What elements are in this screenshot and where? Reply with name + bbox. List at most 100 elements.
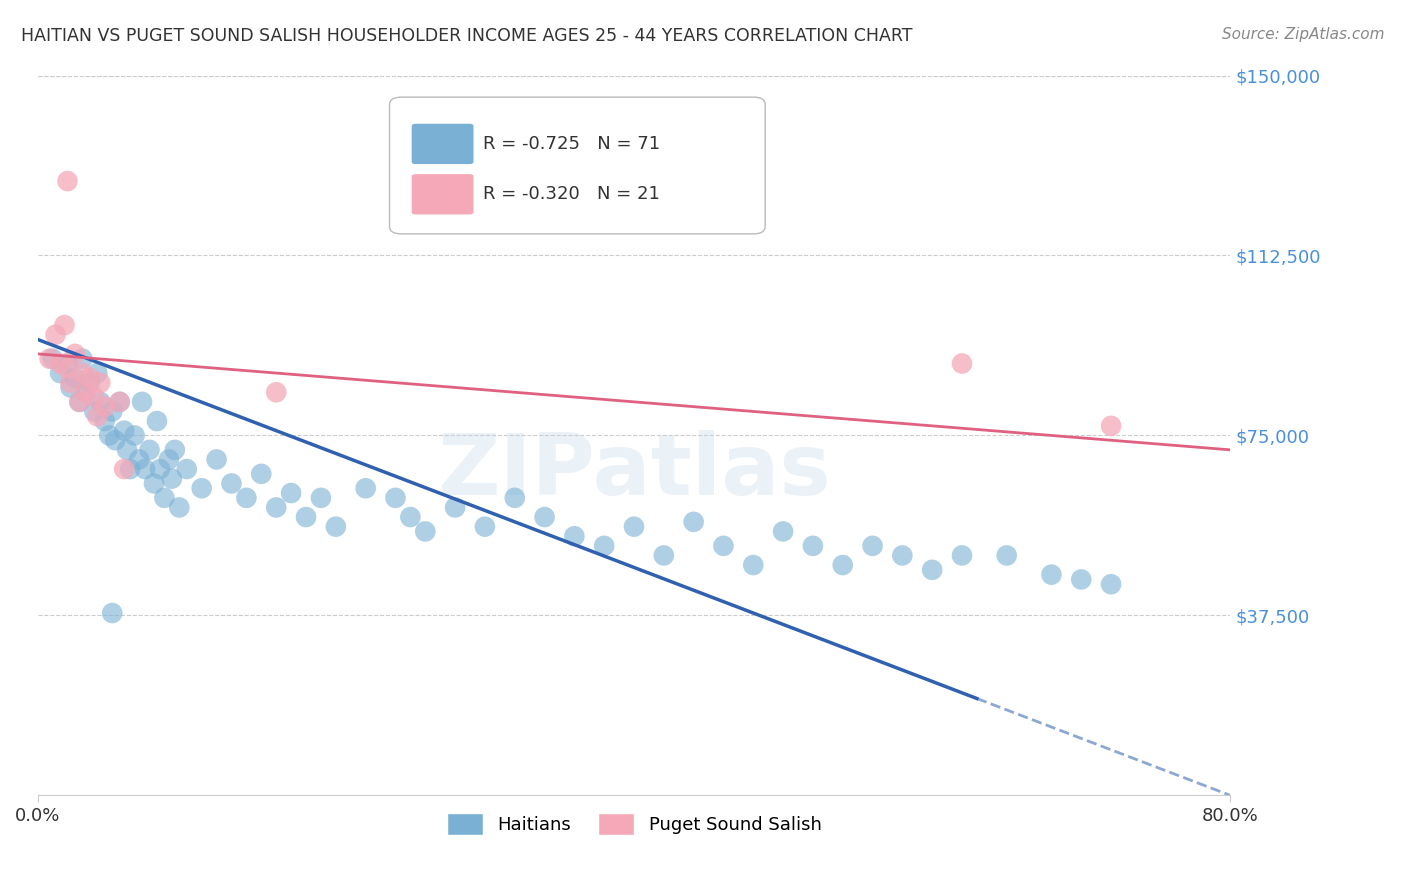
Point [79, 376, 101, 390]
Point [143, 476, 166, 491]
Text: R = -0.725   N = 71: R = -0.725 N = 71 [482, 135, 659, 153]
Point [101, 404, 124, 418]
Point [995, 549, 1018, 563]
Point [56, 174, 79, 188]
Point [75, 385, 97, 400]
Point [153, 491, 176, 505]
Point [49, 356, 72, 370]
Point [67, 395, 90, 409]
Point [63, 371, 86, 385]
Point [413, 524, 436, 539]
Point [205, 452, 228, 467]
Point [831, 558, 853, 572]
Point [86, 409, 108, 424]
Point [128, 452, 150, 467]
Point [59, 376, 82, 390]
Point [950, 549, 973, 563]
Point [593, 539, 616, 553]
Point [134, 462, 156, 476]
Point [682, 515, 704, 529]
Point [862, 539, 884, 553]
Point [250, 467, 273, 481]
Point [801, 539, 824, 553]
Point [146, 414, 169, 428]
FancyBboxPatch shape [411, 123, 474, 165]
Point [384, 491, 406, 505]
Point [138, 442, 160, 457]
Point [503, 491, 526, 505]
Point [112, 462, 135, 476]
Point [742, 558, 765, 572]
Point [921, 563, 943, 577]
Text: HAITIAN VS PUGET SOUND SALISH HOUSEHOLDER INCOME AGES 25 - 44 YEARS CORRELATION : HAITIAN VS PUGET SOUND SALISH HOUSEHOLDE… [21, 27, 912, 45]
Point [264, 385, 287, 400]
Point [75, 385, 97, 400]
Point [157, 452, 180, 467]
Point [533, 510, 555, 524]
Point [772, 524, 794, 539]
Point [49, 366, 72, 380]
Point [94, 400, 117, 414]
Point [1040, 567, 1063, 582]
Point [56, 361, 79, 376]
Point [1070, 573, 1092, 587]
Point [176, 462, 198, 476]
Point [86, 366, 108, 380]
Point [950, 356, 973, 370]
FancyBboxPatch shape [389, 97, 765, 234]
Point [149, 462, 172, 476]
Point [45, 327, 67, 342]
Point [652, 549, 675, 563]
Point [891, 549, 914, 563]
Point [280, 486, 302, 500]
Point [221, 476, 243, 491]
Point [169, 500, 191, 515]
Point [67, 395, 90, 409]
FancyBboxPatch shape [411, 173, 474, 215]
Point [115, 442, 138, 457]
Point [160, 472, 183, 486]
Point [38, 351, 60, 366]
Point [83, 390, 105, 404]
Point [120, 462, 142, 476]
Point [163, 442, 186, 457]
Point [354, 481, 377, 495]
Point [399, 510, 422, 524]
Point [264, 500, 287, 515]
Point [124, 428, 146, 442]
Point [104, 434, 127, 448]
Point [564, 529, 586, 543]
Point [190, 481, 212, 495]
Point [474, 519, 496, 533]
Point [713, 539, 735, 553]
Point [623, 519, 645, 533]
Point [108, 395, 131, 409]
Point [83, 404, 105, 418]
Point [108, 395, 131, 409]
Point [1099, 577, 1122, 591]
Point [63, 347, 86, 361]
Point [295, 510, 318, 524]
Point [94, 414, 117, 428]
Point [89, 376, 111, 390]
Point [444, 500, 467, 515]
Point [309, 491, 332, 505]
Point [56, 356, 79, 370]
Text: R = -0.320   N = 21: R = -0.320 N = 21 [482, 186, 659, 203]
Point [53, 318, 76, 332]
Point [72, 351, 94, 366]
Point [79, 371, 101, 385]
Point [1099, 418, 1122, 433]
Legend: Haitians, Puget Sound Salish: Haitians, Puget Sound Salish [437, 804, 831, 844]
Point [72, 366, 94, 380]
Point [235, 491, 257, 505]
Text: ZIPatlas: ZIPatlas [437, 430, 831, 513]
Point [89, 395, 111, 409]
Point [98, 428, 121, 442]
Point [325, 519, 347, 533]
Point [101, 606, 124, 620]
Point [112, 424, 135, 438]
Point [59, 380, 82, 394]
Point [131, 395, 153, 409]
Point [41, 351, 63, 366]
